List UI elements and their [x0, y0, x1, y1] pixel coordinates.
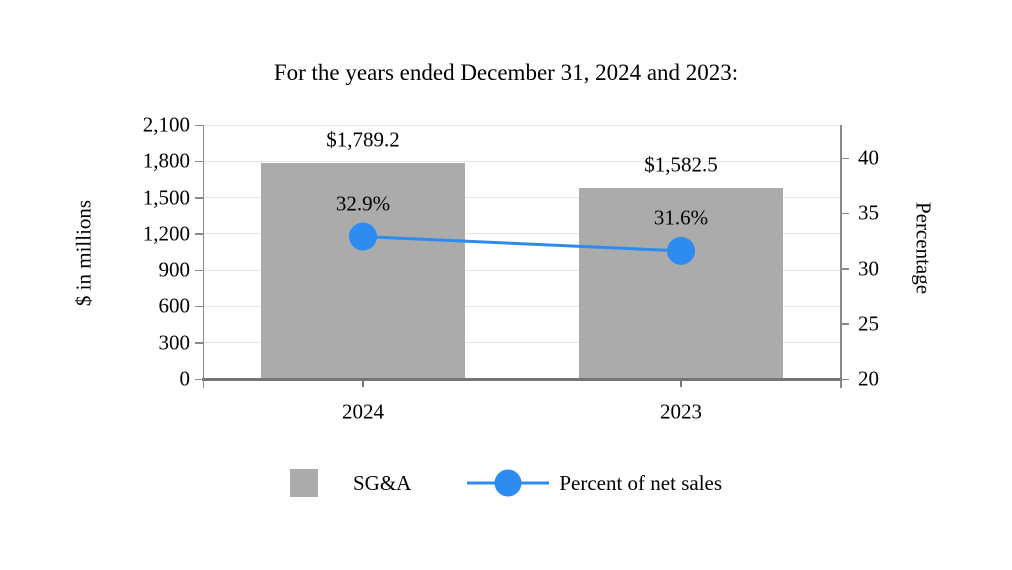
bar-value-label-2024: $1,789.2: [326, 127, 400, 152]
bar-sga-2023: [579, 187, 783, 379]
bar-swatch-icon: [289, 469, 318, 497]
right-axis-title: Percentage: [911, 201, 936, 295]
left-axis-tick: [195, 269, 204, 272]
left-axis-tick: [195, 197, 204, 199]
percent-value-label-2023: 31.6%: [653, 205, 709, 230]
gridline: [204, 305, 840, 307]
x-axis-line: [202, 378, 842, 381]
legend-item-sga: SG&A: [289, 469, 412, 497]
left-axis-tick-label: 1,500: [142, 185, 190, 210]
left-axis-tick-label: 600: [158, 293, 191, 318]
x-axis-label-2023: 2023: [660, 399, 702, 424]
bar-sga-2024: [261, 162, 465, 379]
right-axis-tick-label: 25: [858, 311, 879, 336]
legend-label-percent: Percent of net sales: [559, 470, 723, 495]
x-axis-label-2024: 2024: [342, 399, 384, 424]
right-axis-tick: [840, 268, 849, 270]
right-axis-tick: [840, 212, 849, 215]
gridline: [204, 269, 840, 271]
x-axis-tick: [362, 379, 364, 387]
left-axis-tick: [195, 342, 204, 344]
gridline: [204, 342, 840, 344]
left-axis-tick: [195, 124, 204, 126]
legend-label-sga: SG&A: [352, 470, 412, 495]
left-axis-tick: [195, 233, 204, 235]
left-axis-tick-label: 1,800: [142, 148, 190, 173]
percent-value-label-2024: 32.9%: [335, 191, 391, 216]
chart-title: For the years ended December 31, 2024 an…: [273, 60, 739, 85]
gridline: [204, 160, 840, 162]
left-axis-tick-label: 900: [158, 257, 191, 282]
gridline: [204, 197, 840, 199]
right-axis-tick: [840, 323, 849, 325]
right-axis-line: [840, 125, 842, 388]
left-axis-tick-label: 0: [179, 366, 191, 391]
left-axis-tick: [195, 160, 204, 163]
legend-item-percent: Percent of net sales: [467, 469, 722, 497]
left-axis-tick-label: 2,100: [142, 112, 190, 137]
gridline: [204, 124, 840, 126]
right-axis-tick-label: 30: [858, 256, 879, 281]
x-axis-tick: [680, 379, 682, 387]
legend: SG&A Percent of net sales: [0, 460, 1012, 506]
left-axis-tick: [195, 305, 204, 308]
right-axis-tick-label: 40: [858, 145, 879, 170]
left-axis-line: [202, 125, 204, 388]
right-axis-tick-label: 20: [858, 366, 879, 391]
right-axis-tick-label: 35: [858, 200, 879, 225]
left-axis-tick: [195, 378, 204, 380]
left-axis-tick-label: 1,200: [142, 221, 190, 246]
right-axis-tick: [840, 378, 849, 380]
bar-value-label-2023: $1,582.5: [644, 152, 718, 177]
gridline: [204, 233, 840, 235]
right-axis-tick: [840, 157, 849, 160]
left-axis-title: $ in millions: [71, 199, 96, 307]
left-axis-tick-label: 300: [158, 330, 191, 355]
line-marker-swatch-icon: [467, 469, 550, 497]
